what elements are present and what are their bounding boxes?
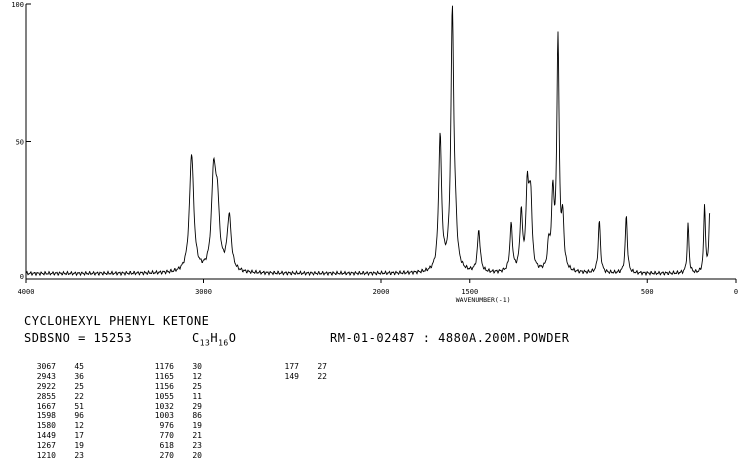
peak-wavenumber: 3067 <box>36 362 56 371</box>
peak-wavenumber: 177 <box>284 362 299 371</box>
peak-intensity: 17 <box>74 431 84 441</box>
peak-table-row: 1449 17 <box>26 431 84 441</box>
peak-intensity: 27 <box>317 362 327 371</box>
x-axis-ticks: 4000 3000 2000 1500 500 0 <box>18 279 738 296</box>
peak-wavenumber: 1267 <box>36 441 56 451</box>
peak-wavenumber: 1449 <box>36 431 56 441</box>
peak-wavenumber: 2922 <box>36 381 56 391</box>
peak-intensity: 19 <box>74 441 84 451</box>
peak-intensity: 23 <box>192 441 202 451</box>
peak-wavenumber: 1156 <box>154 381 174 391</box>
formula-h-count: 16 <box>218 338 229 348</box>
spectrum-trace <box>25 5 711 277</box>
y-tick-label: 100 <box>11 1 24 9</box>
x-tick-label: 3000 <box>195 288 212 296</box>
peak-table-column: 177 27 149 22 <box>269 362 327 382</box>
compound-name: CYCLOHEXYL PHENYL KETONE <box>24 314 210 328</box>
formula-c-count: 13 <box>199 338 211 348</box>
peak-intensity: 96 <box>74 411 84 421</box>
peak-wavenumber: 1210 <box>36 451 56 461</box>
peak-intensity: 29 <box>192 401 202 411</box>
peak-wavenumber: 2855 <box>36 391 56 401</box>
y-tick-label: 50 <box>16 139 24 147</box>
x-tick-label: 500 <box>641 288 654 296</box>
peak-table-row: 770 21 <box>144 431 202 441</box>
peak-intensity: 12 <box>74 421 84 431</box>
peak-intensity: 25 <box>192 381 202 391</box>
molecular-formula: C13H16O <box>192 331 236 347</box>
peak-table-column: 3067 45 2943 36 2922 25 2855 22 1667 51 1598 96 1580… <box>26 362 84 461</box>
peak-wavenumber: 1003 <box>154 411 174 421</box>
peak-table-row: 1580 12 <box>26 421 84 431</box>
peak-table-row: 1003 86 <box>144 411 202 421</box>
x-tick-label: 1500 <box>461 288 478 296</box>
peak-wavenumber: 1176 <box>154 362 174 371</box>
peak-table-row: 1210 23 <box>26 451 84 461</box>
peak-table-row: 976 19 <box>144 421 202 431</box>
formula-h: H <box>210 331 219 345</box>
formula-o: O <box>228 331 237 345</box>
peak-wavenumber: 270 <box>159 451 174 461</box>
peak-table-row: 1165 12 <box>144 372 202 382</box>
peak-table-row: 1598 96 <box>26 411 84 421</box>
peak-intensity: 51 <box>74 401 84 411</box>
peak-intensity: 86 <box>192 411 202 421</box>
peak-table-column: 1176 30 1165 12 1156 25 1055 11 1032 29 1003 86 976 1… <box>144 362 202 461</box>
x-tick-label: 4000 <box>18 288 35 296</box>
peak-wavenumber: 2943 <box>36 371 56 381</box>
peak-intensity: 36 <box>74 371 84 381</box>
x-tick-label: 0 <box>734 288 738 296</box>
peak-table-row: 1667 51 <box>26 402 84 412</box>
peak-intensity: 20 <box>192 451 202 461</box>
peak-wavenumber: 1032 <box>154 401 174 411</box>
peak-wavenumber: 618 <box>159 441 174 451</box>
peak-intensity: 25 <box>74 381 84 391</box>
peak-intensity: 23 <box>74 451 84 461</box>
y-tick-label: 0 <box>20 273 24 281</box>
formula-c: C <box>192 331 200 345</box>
peak-table-row: 270 20 <box>144 451 202 461</box>
peak-intensity: 22 <box>74 391 84 401</box>
peak-table-row: 1176 30 <box>144 362 202 372</box>
x-tick-label: 2000 <box>373 288 390 296</box>
peak-intensity: 21 <box>192 431 202 441</box>
sdbs-number: SDBSNO = 15253 <box>24 331 133 345</box>
peak-intensity: 19 <box>192 421 202 431</box>
peak-table-row: 2943 36 <box>26 372 84 382</box>
peak-intensity: 11 <box>192 391 202 401</box>
peak-table-row: 149 22 <box>269 372 327 382</box>
peak-intensity: 30 <box>192 362 202 371</box>
peak-table-row: 1032 29 <box>144 402 202 412</box>
peak-table-row: 618 23 <box>144 441 202 451</box>
peak-table-row: 1055 11 <box>144 392 202 402</box>
peak-intensity: 22 <box>317 371 327 381</box>
peak-table-row: 1267 19 <box>26 441 84 451</box>
peak-wavenumber: 976 <box>159 421 174 431</box>
peak-wavenumber: 770 <box>159 431 174 441</box>
peak-table-row: 177 27 <box>269 362 327 372</box>
peak-wavenumber: 149 <box>284 371 299 381</box>
peak-intensity: 12 <box>192 371 202 381</box>
peak-wavenumber: 1055 <box>154 391 174 401</box>
peak-table-row: 2855 22 <box>26 392 84 402</box>
y-axis-ticks: 100 50 0 <box>11 1 31 281</box>
run-info: RM-01-02487 : 4880A.200M.POWDER <box>330 331 570 345</box>
peak-wavenumber: 1165 <box>154 371 174 381</box>
plot-frame <box>25 4 736 280</box>
x-axis-label: WAVENUMBER(-1) <box>456 296 511 304</box>
peak-wavenumber: 1667 <box>36 401 56 411</box>
peak-table-row: 2922 25 <box>26 382 84 392</box>
peak-table-row: 3067 45 <box>26 362 84 372</box>
peak-table-row: 1156 25 <box>144 382 202 392</box>
peak-wavenumber: 1580 <box>36 421 56 431</box>
peak-intensity: 45 <box>74 362 84 371</box>
peak-wavenumber: 1598 <box>36 411 56 421</box>
